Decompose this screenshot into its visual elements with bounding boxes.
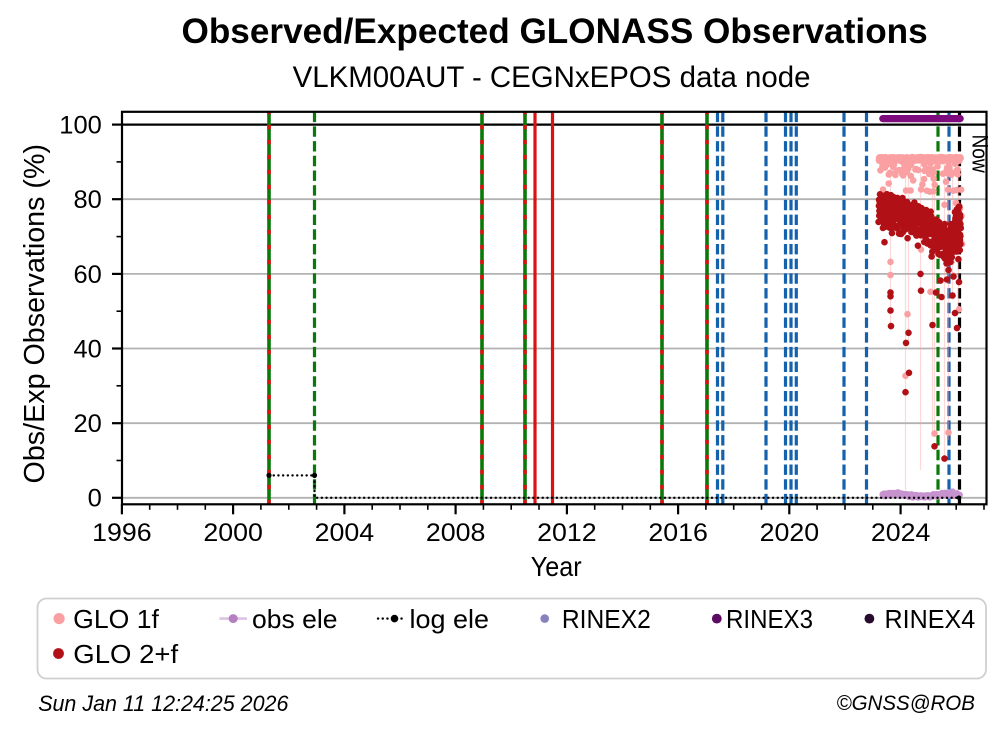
svg-text:obs ele: obs ele: [252, 604, 338, 634]
svg-text:1996: 1996: [92, 519, 152, 547]
svg-text:80: 80: [74, 186, 102, 214]
svg-text:Observed/Expected GLONASS Obse: Observed/Expected GLONASS Observations: [182, 12, 928, 51]
svg-text:Obs/Exp Observations (%): Obs/Exp Observations (%): [19, 144, 51, 484]
svg-text:RINEX3: RINEX3: [726, 604, 813, 634]
svg-text:2008: 2008: [426, 519, 486, 547]
svg-text:RINEX2: RINEX2: [562, 604, 651, 634]
svg-text:Now: Now: [967, 134, 992, 172]
svg-text:VLKM00AUT - CEGNxEPOS data nod: VLKM00AUT - CEGNxEPOS data node: [293, 61, 811, 94]
svg-text:GLO 2+f: GLO 2+f: [73, 639, 179, 669]
svg-text:20: 20: [74, 410, 102, 438]
svg-text:2020: 2020: [760, 519, 820, 547]
svg-text:2004: 2004: [315, 519, 375, 547]
svg-text:Sun Jan 11 12:24:25 2026: Sun Jan 11 12:24:25 2026: [38, 691, 289, 716]
svg-text:0: 0: [88, 485, 102, 513]
svg-text:2024: 2024: [871, 519, 931, 547]
svg-text:2016: 2016: [648, 519, 708, 547]
svg-text:2012: 2012: [537, 519, 597, 547]
svg-text:Year: Year: [531, 551, 582, 582]
svg-text:40: 40: [74, 335, 102, 363]
svg-text:GLO 1f: GLO 1f: [73, 604, 159, 634]
svg-text:100: 100: [59, 112, 102, 140]
svg-text:2000: 2000: [203, 519, 263, 547]
svg-text:©GNSS@ROB: ©GNSS@ROB: [837, 692, 975, 715]
svg-text:RINEX4: RINEX4: [885, 604, 976, 634]
svg-text:log ele: log ele: [410, 604, 490, 634]
svg-text:60: 60: [74, 261, 102, 289]
